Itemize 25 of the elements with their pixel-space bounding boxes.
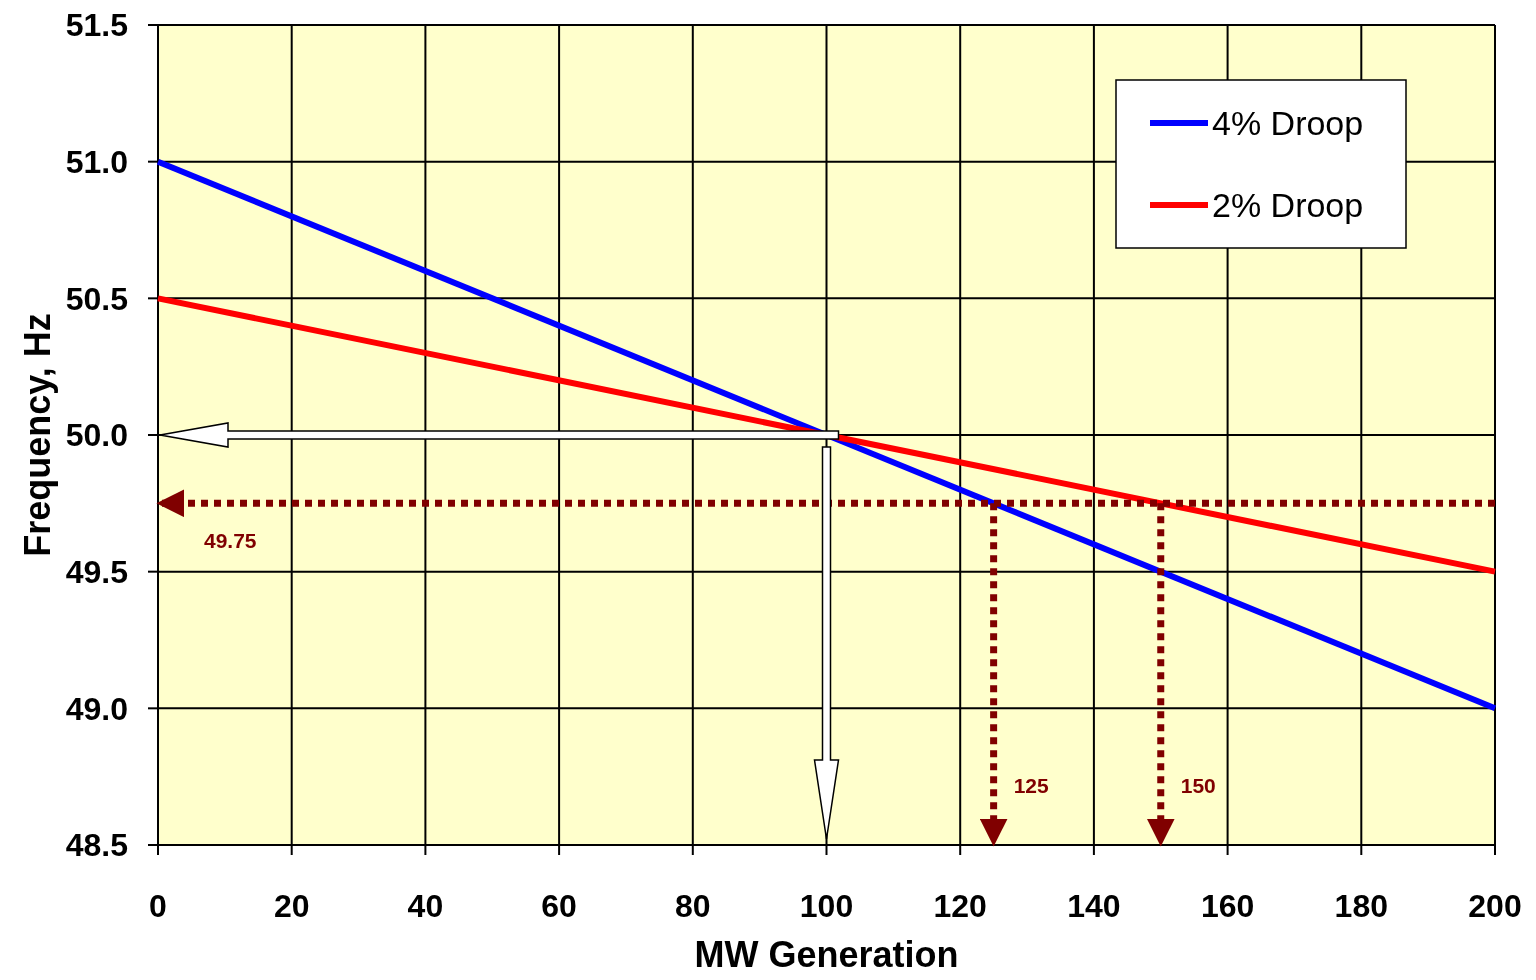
x-tick-label: 0 (149, 888, 167, 924)
x-tick-label: 100 (799, 888, 854, 924)
ref-line-label: 49.75 (204, 529, 257, 553)
y-axis-title: Frequency, Hz (17, 313, 58, 557)
y-tick-label: 49.0 (65, 690, 128, 727)
y-tick-label: 48.5 (65, 827, 128, 864)
x-tick-label: 140 (1067, 888, 1121, 924)
x-tick-label: 20 (273, 888, 310, 924)
x-tick-label: 60 (541, 888, 577, 924)
y-tick-label: 50.0 (65, 417, 128, 454)
x-tick-label: 120 (933, 888, 987, 924)
y-tick-label: 50.5 (65, 280, 128, 317)
legend-label: 4% Droop (1212, 103, 1364, 142)
ref-line-label: 125 (1013, 774, 1049, 797)
y-tick-label: 49.5 (65, 553, 128, 590)
x-tick-label: 80 (675, 888, 711, 924)
legend-label: 2% Droop (1212, 185, 1364, 224)
ref-line-label: 150 (1180, 774, 1216, 797)
x-tick-label: 40 (407, 888, 444, 924)
y-tick-label: 51.5 (65, 7, 128, 44)
y-tick-label: 51.0 (65, 143, 128, 180)
x-axis-title: MW Generation (694, 934, 959, 975)
x-tick-label: 180 (1334, 888, 1388, 924)
x-tick-label: 160 (1200, 888, 1255, 924)
x-tick-label: 200 (1468, 888, 1522, 924)
